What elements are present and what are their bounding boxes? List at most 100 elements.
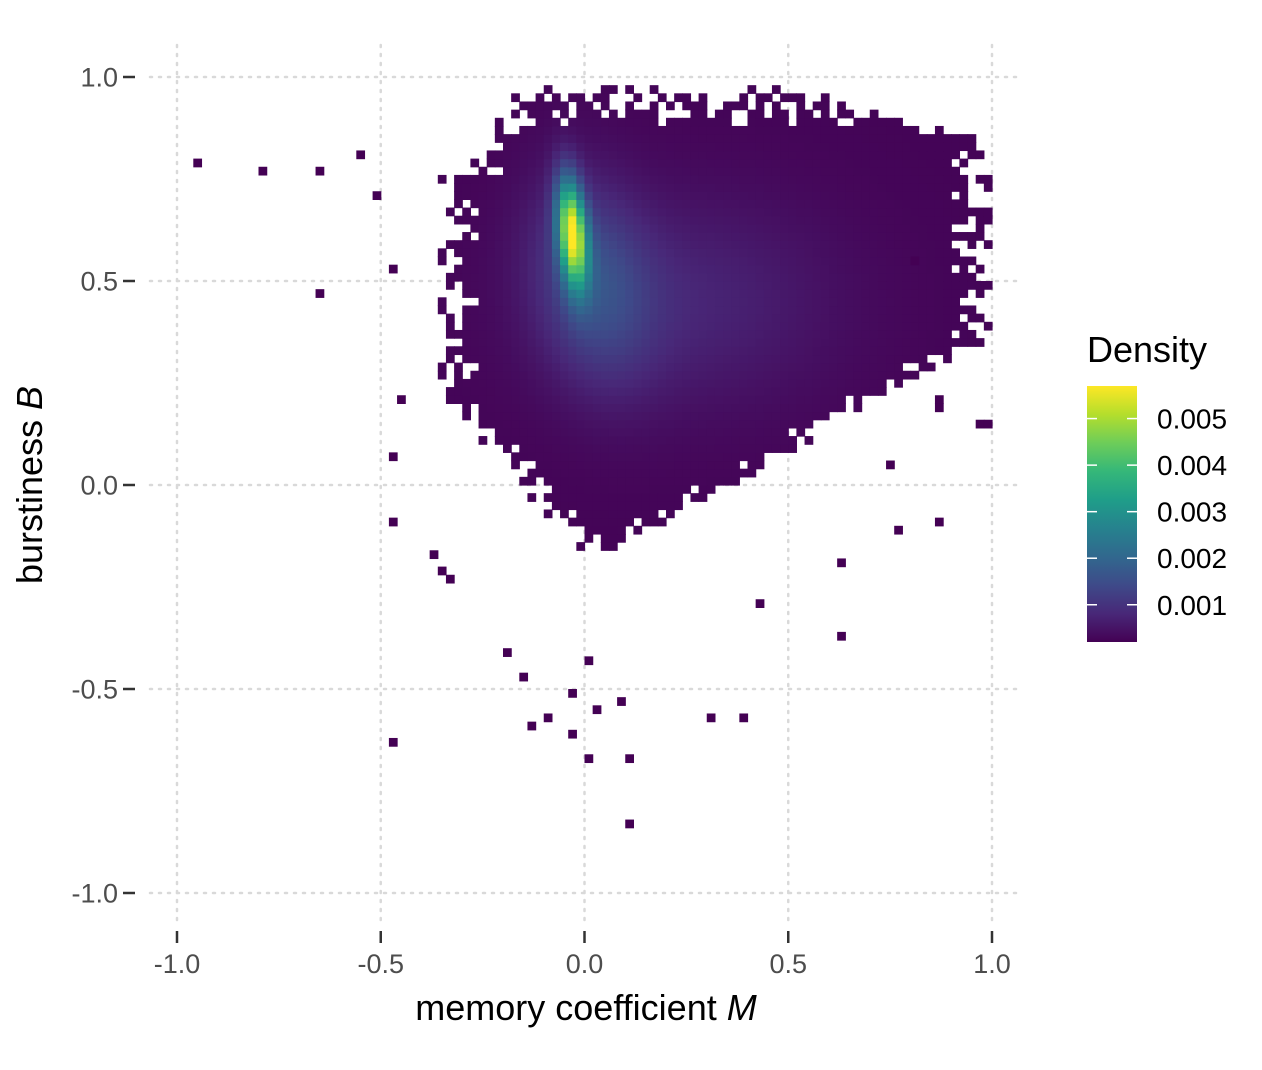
density-cell	[747, 329, 757, 339]
density-cell	[723, 427, 732, 437]
density-cell	[739, 166, 749, 176]
density-cell	[714, 109, 724, 119]
density-cell	[608, 338, 618, 347]
density-cell	[943, 272, 952, 282]
density-cell	[592, 93, 602, 103]
density-cell	[723, 403, 732, 413]
density-cell	[796, 93, 806, 103]
density-cell	[714, 256, 724, 266]
density-cell	[812, 378, 822, 388]
density-cell	[576, 191, 586, 200]
density-cell	[462, 338, 471, 347]
density-cell	[951, 321, 960, 331]
density-cell	[731, 191, 740, 200]
density-cell	[576, 232, 586, 241]
density-cell	[951, 338, 960, 347]
density-cell	[462, 272, 471, 282]
density-cell	[543, 313, 553, 323]
density-cell	[584, 150, 594, 160]
y-tick-label: 1.0	[80, 63, 118, 93]
density-cell	[796, 240, 806, 249]
density-cell	[918, 313, 928, 323]
density-cell	[747, 191, 757, 200]
density-cell	[584, 370, 594, 380]
density-cell	[902, 354, 912, 364]
density-cell	[731, 321, 740, 331]
density-cell	[771, 313, 781, 323]
density-cell	[723, 297, 732, 307]
density-cell	[503, 395, 512, 404]
density-cell	[926, 297, 936, 307]
density-cell	[894, 240, 903, 249]
density-cell	[820, 240, 830, 249]
density-cell	[551, 297, 561, 307]
density-cell	[820, 329, 830, 339]
density-cell	[494, 362, 504, 372]
density-cell	[796, 256, 806, 266]
density-cell	[625, 476, 634, 486]
density-cell	[706, 329, 716, 339]
density-cell	[959, 158, 969, 168]
outlier-cell	[315, 289, 325, 298]
density-cell	[486, 240, 496, 249]
density-cell	[527, 476, 537, 486]
density-cell	[812, 158, 822, 168]
density-cell	[608, 411, 618, 421]
density-cell	[682, 117, 692, 127]
density-cell	[641, 403, 651, 413]
density-cell	[494, 403, 504, 413]
density-cell	[682, 362, 692, 372]
density-cell	[560, 199, 569, 209]
density-cell	[812, 346, 822, 356]
density-cell	[657, 476, 667, 486]
density-cell	[853, 354, 863, 364]
density-cell	[535, 215, 545, 225]
density-cell	[682, 427, 692, 437]
density-cell	[763, 191, 773, 200]
density-cell	[829, 223, 838, 233]
density-cell	[918, 191, 928, 200]
density-cell	[918, 281, 928, 290]
density-cell	[674, 493, 683, 502]
density-cell	[918, 199, 928, 209]
density-cell	[934, 305, 944, 315]
density-cell	[910, 297, 920, 307]
density-cell	[845, 346, 855, 356]
density-cell	[478, 256, 488, 266]
density-cell	[723, 158, 732, 168]
density-cell	[551, 166, 561, 176]
density-cell	[551, 436, 561, 445]
density-cell	[576, 476, 586, 486]
outlier-cell	[388, 737, 398, 747]
density-cell	[943, 321, 952, 331]
density-cell	[454, 240, 463, 249]
density-cell	[706, 142, 716, 152]
density-cell	[503, 289, 512, 298]
density-cell	[739, 264, 749, 274]
density-cell	[674, 460, 683, 470]
density-cell	[682, 321, 692, 331]
density-cell	[600, 493, 610, 502]
density-cell	[625, 460, 634, 470]
density-cell	[739, 183, 749, 192]
density-cell	[666, 117, 675, 127]
density-cell	[829, 183, 838, 192]
density-cell	[837, 134, 846, 143]
density-cell	[975, 150, 985, 160]
density-cell	[747, 370, 757, 380]
density-cell	[706, 362, 716, 372]
density-cell	[967, 256, 977, 266]
density-cell	[527, 436, 537, 445]
density-cell	[527, 264, 537, 274]
density-cell	[657, 240, 667, 249]
density-cell	[617, 305, 626, 315]
density-cell	[584, 101, 594, 111]
density-cell	[894, 338, 903, 347]
density-cell	[829, 378, 838, 388]
density-cell	[804, 346, 814, 356]
x-tick-label: 0.5	[769, 949, 807, 979]
density-cell	[478, 411, 488, 421]
density-cell	[462, 232, 471, 241]
density-cell	[698, 117, 708, 127]
density-cell	[934, 191, 944, 200]
